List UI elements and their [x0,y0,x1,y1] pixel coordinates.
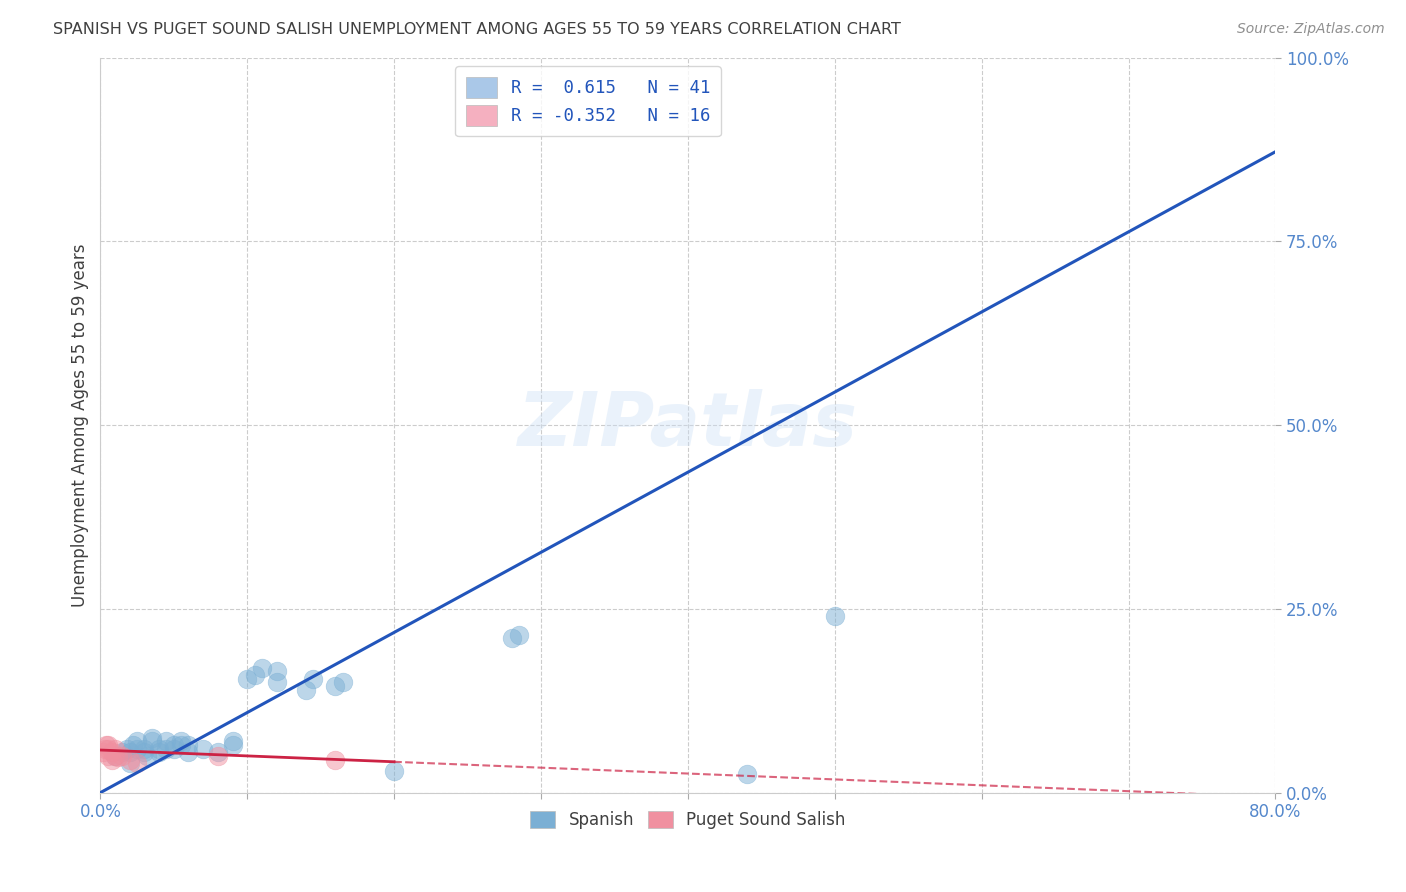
Point [193,741,215,756]
Point [136,748,159,763]
Point [104,748,127,763]
Text: SPANISH VS PUGET SOUND SALISH UNEMPLOYMENT AMONG AGES 55 TO 59 YEARS CORRELATION: SPANISH VS PUGET SOUND SALISH UNEMPLOYME… [53,22,901,37]
Point [295,682,318,697]
Point [134,745,156,759]
Point [101,753,124,767]
Point [104,748,127,763]
Point [115,741,138,756]
Text: ZIPatlas: ZIPatlas [517,389,858,462]
Point [125,734,148,748]
Point [125,756,148,771]
Point [118,745,141,759]
Point [101,745,124,759]
Point [501,632,523,646]
Point [111,748,134,763]
Point [104,741,127,756]
Point [134,741,156,756]
Point [118,753,141,767]
Point [207,748,229,763]
Point [170,738,193,752]
Point [332,675,354,690]
Point [221,734,243,748]
Point [325,679,347,693]
Point [508,627,530,641]
Point [163,738,186,752]
Point [735,767,758,781]
Point [107,750,129,764]
Y-axis label: Unemployment Among Ages 55 to 59 years: Unemployment Among Ages 55 to 59 years [72,244,89,607]
Point [236,672,259,686]
Point [155,741,177,756]
Point [91,745,114,759]
Point [325,753,347,767]
Point [243,668,266,682]
Point [141,734,163,748]
Point [97,741,120,756]
Point [221,738,243,752]
Point [97,748,120,763]
Point [302,672,325,686]
Point [382,764,405,778]
Point [266,675,288,690]
Point [94,741,117,756]
Text: Source: ZipAtlas.com: Source: ZipAtlas.com [1237,22,1385,37]
Point [125,741,148,756]
Point [141,731,163,745]
Point [121,738,143,752]
Point [96,738,118,752]
Point [163,741,186,756]
Point [97,738,120,752]
Legend: Spanish, Puget Sound Salish: Spanish, Puget Sound Salish [524,805,852,836]
Point [111,745,134,759]
Point [824,609,846,624]
Point [118,756,141,771]
Point [250,661,273,675]
Point [266,665,288,679]
Point [155,734,177,748]
Point [148,741,170,756]
Point [170,734,193,748]
Point [177,738,200,752]
Point [207,745,229,759]
Point [177,745,200,759]
Point [148,745,170,759]
